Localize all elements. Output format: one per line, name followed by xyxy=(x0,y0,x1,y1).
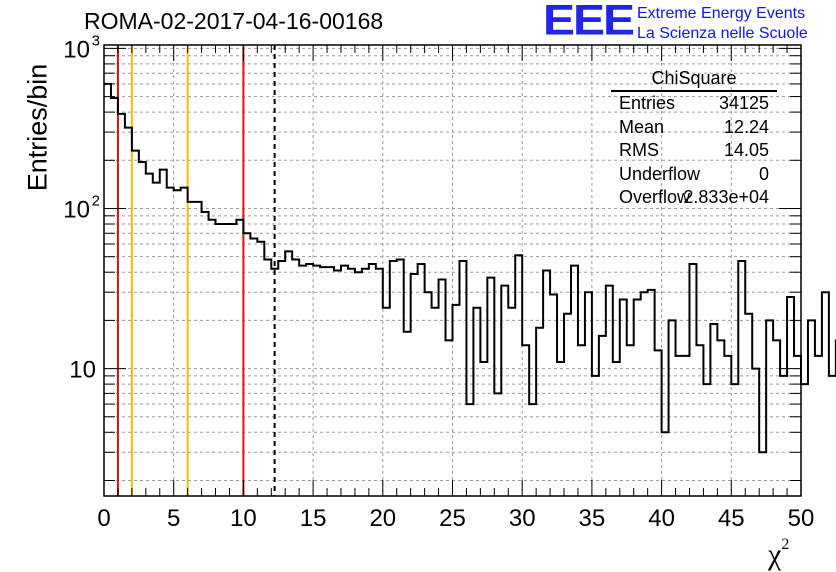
stats-row-entries: Entries 34125 xyxy=(611,92,777,116)
x-tick-label: 50 xyxy=(788,505,815,532)
x-axis-label-superscript: 2 xyxy=(781,536,789,553)
x-tick-label: 0 xyxy=(97,505,110,532)
stats-key: Overflow xyxy=(619,186,690,210)
stats-value: 14.05 xyxy=(724,139,769,163)
x-tick-label: 5 xyxy=(167,505,180,532)
x-tick-label: 15 xyxy=(300,505,327,532)
stats-row-overflow: Overflow 2.833e+04 xyxy=(611,186,777,210)
x-tick-label: 35 xyxy=(579,505,606,532)
stats-box: ChiSquare Entries 34125 Mean 12.24 RMS 1… xyxy=(611,66,777,210)
logo-subtitle-2: La Scienza nelle Scuole xyxy=(637,25,808,43)
x-tick-label: 10 xyxy=(230,505,257,532)
y-axis-label: Entries/bin xyxy=(23,48,54,208)
eee-logo: EEE xyxy=(543,2,633,41)
stats-row-underflow: Underflow 0 xyxy=(611,163,777,187)
histogram-title: ROMA-02-2017-04-16-00168 xyxy=(84,8,383,35)
y-tick-label: 10 xyxy=(69,357,96,384)
y-tick-label: 10 xyxy=(63,36,90,63)
x-axis-label: χ2 xyxy=(768,538,789,572)
stats-key: RMS xyxy=(619,139,659,163)
x-tick-label: 20 xyxy=(369,505,396,532)
x-axis-label-base: χ xyxy=(768,538,781,571)
y-tick-exponent: 2 xyxy=(92,192,100,209)
x-tick-label: 30 xyxy=(509,505,536,532)
stats-value: 34125 xyxy=(719,92,769,116)
y-tick-label: 10 xyxy=(63,196,90,223)
x-tick-label: 40 xyxy=(648,505,675,532)
stats-row-rms: RMS 14.05 xyxy=(611,139,777,163)
stats-value: 0 xyxy=(759,163,769,187)
stats-row-mean: Mean 12.24 xyxy=(611,116,777,140)
logo-subtitle-1: Extreme Energy Events xyxy=(637,5,805,23)
stats-key: Mean xyxy=(619,116,664,140)
stats-key: Underflow xyxy=(619,163,700,187)
stats-key: Entries xyxy=(619,92,675,116)
stats-value: 12.24 xyxy=(724,116,769,140)
stats-value: 2.833e+04 xyxy=(683,186,769,210)
x-tick-label: 25 xyxy=(439,505,466,532)
x-tick-label: 45 xyxy=(718,505,745,532)
stats-title: ChiSquare xyxy=(611,66,777,92)
